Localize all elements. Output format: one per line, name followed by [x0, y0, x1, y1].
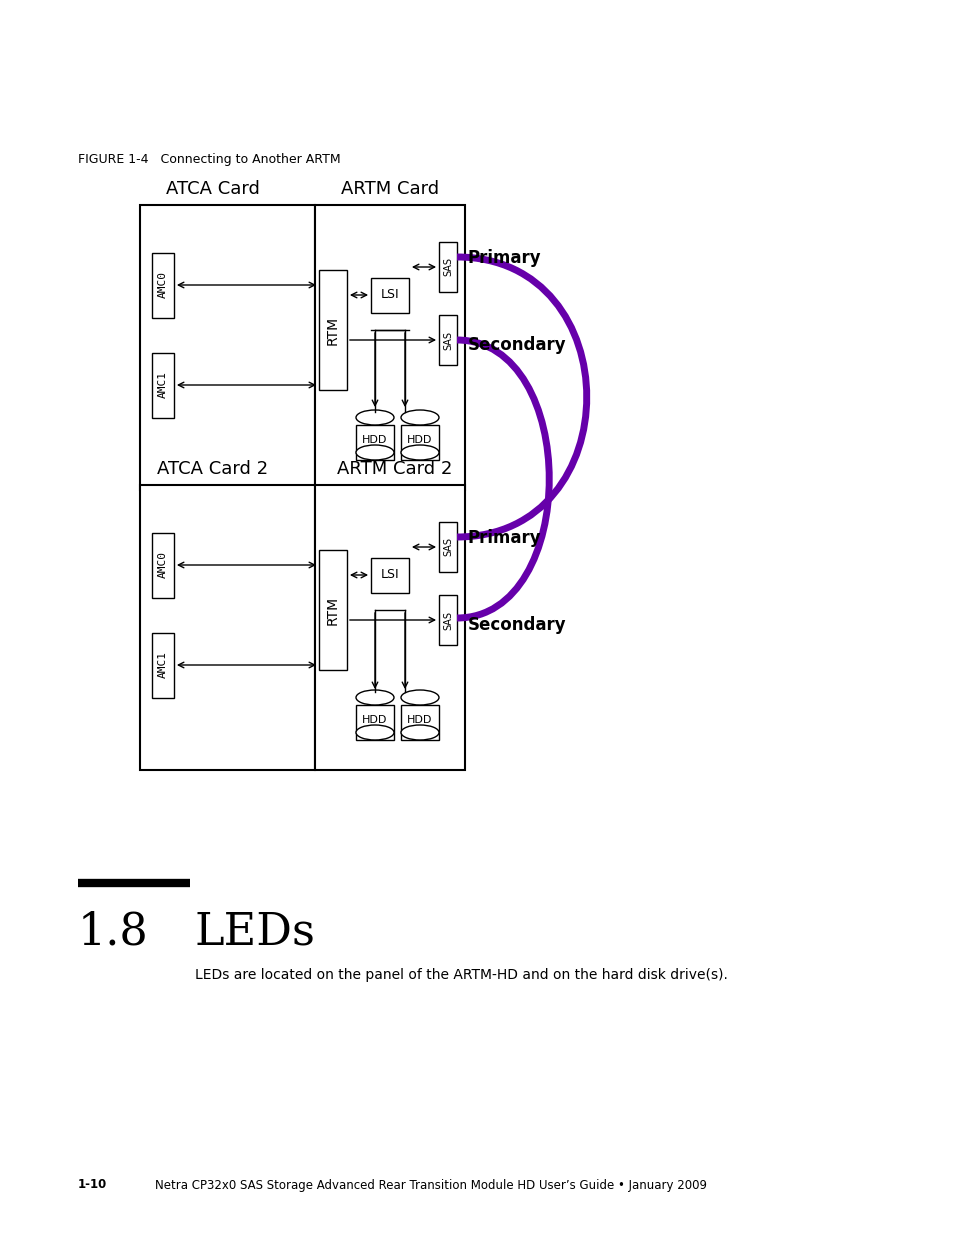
FancyBboxPatch shape: [314, 485, 464, 769]
Text: ATCA Card: ATCA Card: [166, 180, 259, 198]
Bar: [371, 557, 409, 593]
Bar: [152, 252, 173, 317]
Bar: [152, 632, 173, 698]
Bar: [152, 352, 173, 417]
Text: SAS: SAS: [442, 537, 453, 557]
Bar: [318, 270, 347, 390]
Bar: [371, 278, 409, 312]
Text: SAS: SAS: [442, 258, 453, 277]
Bar: [400, 705, 438, 740]
Text: HDD: HDD: [407, 435, 433, 445]
Text: ARTM Card 2: ARTM Card 2: [337, 459, 453, 478]
Text: RTM: RTM: [326, 595, 339, 625]
Text: ATCA Card 2: ATCA Card 2: [157, 459, 269, 478]
Text: 1.8: 1.8: [78, 910, 149, 953]
Ellipse shape: [355, 445, 394, 459]
Text: LSI: LSI: [380, 289, 399, 301]
Text: FIGURE 1-4   Connecting to Another ARTM: FIGURE 1-4 Connecting to Another ARTM: [78, 153, 340, 165]
Ellipse shape: [355, 690, 394, 705]
Text: LSI: LSI: [380, 568, 399, 582]
Text: AMC0: AMC0: [158, 272, 168, 299]
Ellipse shape: [400, 690, 438, 705]
FancyBboxPatch shape: [140, 205, 314, 490]
Text: HDD: HDD: [362, 715, 387, 725]
Bar: [355, 705, 394, 740]
Text: SAS: SAS: [442, 331, 453, 350]
Ellipse shape: [400, 410, 438, 425]
Text: 1-10: 1-10: [78, 1178, 107, 1192]
Bar: [438, 522, 456, 572]
Text: Primary: Primary: [468, 249, 541, 267]
Text: Primary: Primary: [468, 529, 541, 547]
Text: Secondary: Secondary: [468, 336, 566, 354]
Ellipse shape: [400, 725, 438, 740]
Text: HDD: HDD: [362, 435, 387, 445]
FancyBboxPatch shape: [140, 485, 314, 769]
Text: ARTM Card: ARTM Card: [340, 180, 438, 198]
Text: SAS: SAS: [442, 610, 453, 630]
Text: AMC0: AMC0: [158, 552, 168, 578]
Bar: [400, 425, 438, 459]
Text: LEDs: LEDs: [194, 910, 315, 953]
Bar: [438, 242, 456, 291]
Text: Netra CP32x0 SAS Storage Advanced Rear Transition Module HD User’s Guide • Janua: Netra CP32x0 SAS Storage Advanced Rear T…: [154, 1178, 706, 1192]
Text: RTM: RTM: [326, 315, 339, 345]
Bar: [438, 315, 456, 366]
Bar: [152, 532, 173, 598]
Bar: [355, 425, 394, 459]
Text: LEDs are located on the panel of the ARTM-HD and on the hard disk drive(s).: LEDs are located on the panel of the ART…: [194, 968, 727, 982]
Text: HDD: HDD: [407, 715, 433, 725]
Ellipse shape: [400, 445, 438, 459]
Ellipse shape: [355, 410, 394, 425]
Bar: [438, 595, 456, 645]
Ellipse shape: [355, 725, 394, 740]
Bar: [318, 550, 347, 671]
FancyBboxPatch shape: [314, 205, 464, 490]
Text: Secondary: Secondary: [468, 616, 566, 634]
Text: AMC1: AMC1: [158, 652, 168, 678]
Text: AMC1: AMC1: [158, 372, 168, 399]
